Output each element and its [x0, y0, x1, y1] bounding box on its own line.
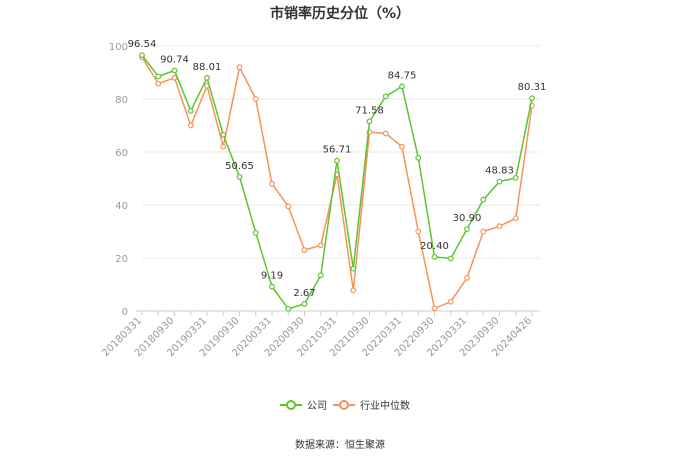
company-point	[236, 173, 243, 180]
data-label: 80.31	[518, 82, 547, 93]
company-point	[220, 131, 227, 138]
chart-title: 市销率历史分位（%）	[270, 5, 410, 22]
industry-point	[269, 180, 275, 187]
industry-point	[512, 215, 519, 222]
industry-point	[480, 228, 487, 235]
legend-marker	[286, 400, 296, 410]
y-tick-label: 80	[115, 95, 128, 106]
industry-point	[496, 223, 503, 230]
legend-item-industry[interactable]: 行业中位数	[333, 399, 410, 412]
company-point	[269, 283, 275, 290]
y-tick-label: 60	[115, 148, 128, 159]
legend-marker	[339, 400, 349, 410]
industry-point	[431, 305, 438, 312]
company-point	[431, 254, 438, 260]
industry-point	[464, 274, 470, 281]
company-point	[252, 229, 259, 236]
company-point	[334, 157, 340, 164]
y-tick-label: 0	[122, 307, 128, 318]
series	[139, 52, 535, 312]
data-label: 96.54	[128, 39, 157, 50]
industry-point	[220, 143, 227, 150]
y-tick-label: 40	[115, 201, 128, 212]
legend-label: 公司	[307, 401, 327, 412]
industry-point	[399, 143, 405, 150]
industry-point	[317, 242, 324, 249]
company-point	[447, 255, 454, 262]
company-point	[204, 74, 210, 81]
industry-point	[301, 247, 308, 253]
data-label: 48.83	[485, 166, 514, 177]
company-point	[171, 67, 178, 74]
data-label: 88.01	[193, 62, 222, 73]
y-tick-label: 100	[109, 42, 128, 53]
data-label: 71.58	[355, 105, 384, 116]
company-point	[480, 196, 487, 203]
industry-point	[187, 122, 194, 129]
company-point	[350, 265, 357, 272]
legend-label: 行业中位数	[360, 399, 410, 412]
industry-point	[382, 130, 389, 137]
company-point	[285, 305, 292, 312]
company-point	[399, 83, 405, 90]
company-point	[301, 301, 308, 307]
industry-series-line	[141, 56, 533, 310]
legend[interactable]: 公司 行业中位数	[280, 399, 410, 412]
data-label: 90.74	[160, 55, 189, 66]
company-point	[529, 95, 535, 102]
data-label: 56.71	[323, 145, 352, 156]
industry-point	[236, 64, 243, 71]
data-label: 30.90	[453, 213, 482, 224]
data-label: 2.67	[293, 288, 315, 299]
industry-point	[415, 228, 422, 235]
axes: 0204060801002018033120180930201903312019…	[100, 42, 540, 359]
legend-item-company[interactable]: 公司	[280, 400, 327, 412]
data-label: 9.19	[261, 271, 283, 282]
industry-point	[350, 287, 357, 294]
company-point	[187, 108, 194, 114]
company-point	[464, 226, 470, 233]
industry-point	[252, 96, 259, 102]
company-point	[139, 52, 145, 59]
data-label: 84.75	[388, 70, 417, 81]
y-tick-label: 20	[115, 254, 128, 265]
industry-point	[155, 80, 162, 87]
company-series-line	[141, 54, 533, 310]
company-point	[382, 93, 389, 100]
data-label: 50.65	[225, 161, 254, 172]
source-note: 数据来源：恒生聚源	[295, 438, 385, 451]
company-point	[415, 154, 422, 161]
company-point	[496, 178, 503, 185]
company-point	[366, 118, 373, 125]
company-point	[317, 272, 324, 279]
data-label: 20.40	[420, 241, 449, 252]
industry-point	[285, 203, 292, 210]
industry-point	[447, 298, 454, 305]
company-point	[512, 175, 519, 181]
company-point	[155, 73, 162, 80]
